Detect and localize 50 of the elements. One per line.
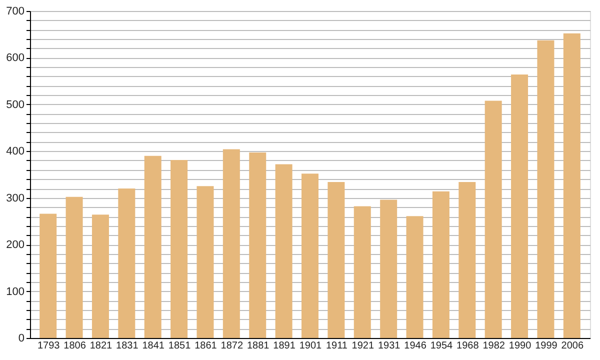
y-tick-label: 500 [6,98,24,111]
x-tick-label: 1968 [456,340,480,352]
x-tick-label: 1921 [352,340,374,352]
x-tick-label: 1821 [90,340,113,352]
bar [563,33,580,338]
x-tick-label: 2006 [561,340,584,352]
x-tick-label: 1851 [168,340,192,352]
x-tick-label: 1891 [273,340,296,352]
x-tick-label: 1982 [482,340,506,352]
bar [118,188,136,338]
y-tick-label: 400 [6,146,24,158]
bar [40,214,57,338]
bar [275,164,292,338]
x-tick-label: 1806 [64,340,86,352]
bar [92,214,109,338]
x-tick-label: 1793 [37,340,60,352]
bar [484,100,502,338]
y-tick-label: 600 [6,52,24,64]
x-tick-label: 1872 [220,340,244,352]
bar [511,74,528,338]
x-tick-label: 1911 [326,340,348,352]
x-tick-label: 1931 [378,340,401,352]
bar [380,200,398,338]
bar [406,216,424,338]
bar [302,174,318,338]
x-tick-label: 1954 [430,340,454,352]
bar [328,182,345,338]
bar [196,186,214,338]
x-tick-label: 1861 [194,340,218,352]
bar [432,191,450,338]
bar [354,206,371,338]
y-tick-label: 200 [6,239,24,252]
y-tick-label: 100 [6,286,24,298]
x-tick-label: 1881 [246,340,270,352]
bar [170,160,188,338]
x-tick-label: 1990 [508,340,532,352]
x-tick-label: 1946 [404,340,427,352]
x-tick-label: 1841 [142,340,165,352]
y-tick-label: 300 [6,192,24,204]
y-tick-label: 700 [6,6,24,18]
bar [537,40,554,338]
bar [144,156,162,338]
x-tick-label: 1831 [116,340,139,352]
x-tick-label: 1999 [535,340,558,352]
bar [66,196,83,338]
bar [222,149,240,338]
y-tick-label: 0 [18,332,24,344]
x-tick-label: 1901 [299,340,322,352]
bar [249,152,266,338]
bar [458,182,476,338]
